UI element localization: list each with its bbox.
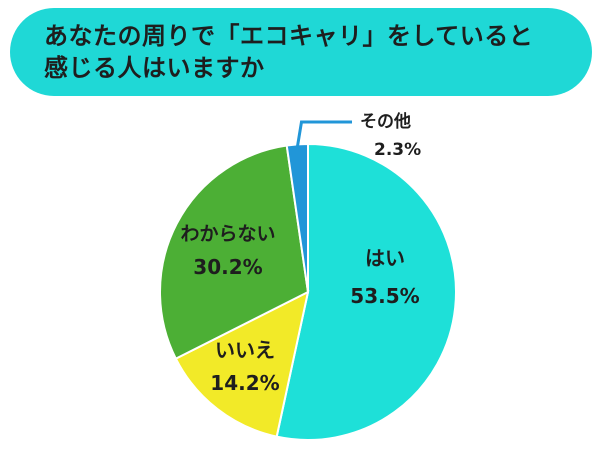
value-label-other: 2.3% (374, 140, 421, 160)
value-label-unknown: 30.2% (193, 255, 262, 279)
slice-labels: はい 53.5% いいえ 14.2% わからない 30.2% その他 2.3% (180, 111, 421, 395)
leader-lines (296, 120, 352, 147)
value-label-no: 14.2% (210, 371, 279, 395)
label-yes: はい (365, 246, 405, 270)
title-line-2: 感じる人はいますか (44, 54, 265, 82)
pie-slices (159, 142, 457, 441)
leader-line-other (296, 120, 352, 147)
label-no: いいえ (215, 338, 275, 362)
title-banner: あなたの周りで「エコキャリ」をしていると 感じる人はいますか (10, 8, 592, 96)
label-other: その他 (360, 111, 411, 132)
value-label-yes: 53.5% (350, 284, 419, 308)
chart-title: あなたの周りで「エコキャリ」をしていると 感じる人はいますか (44, 20, 592, 84)
label-unknown: わからない (180, 223, 275, 245)
slice-yes (275, 142, 457, 441)
title-line-1: あなたの周りで「エコキャリ」をしていると (44, 22, 534, 50)
slice-no (174, 290, 310, 438)
slice-unknown (159, 144, 310, 360)
